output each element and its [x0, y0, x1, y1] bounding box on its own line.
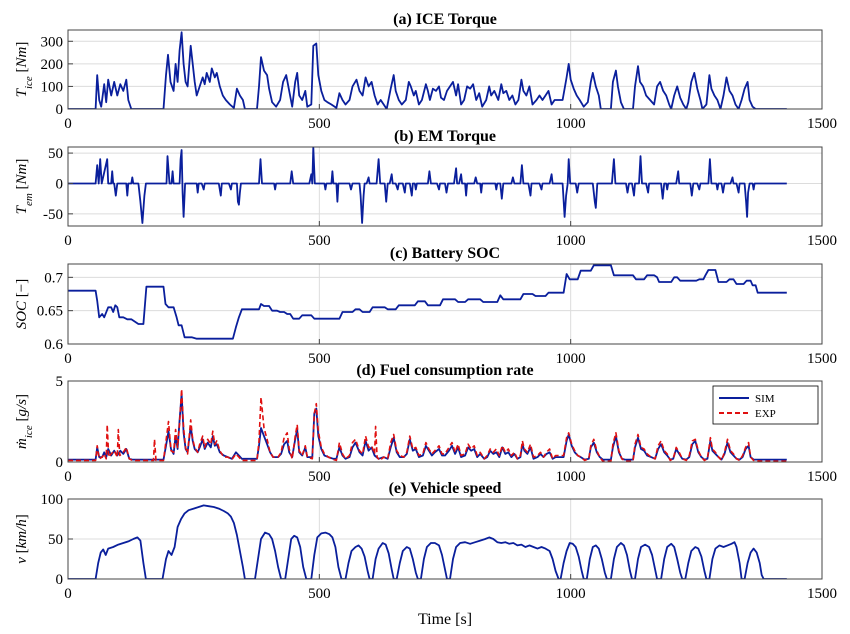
plot-frame — [67, 146, 823, 227]
x-tick-label: 1000 — [556, 351, 586, 367]
series-line-main — [68, 147, 787, 224]
panel-title: (e) Vehicle speed — [389, 480, 502, 497]
series-line-exp — [68, 388, 787, 462]
y-axis-label: ṁice [g/s] — [14, 394, 35, 449]
y-axis-label: Tice [Nm] — [14, 42, 35, 98]
x-tick-label: 500 — [308, 351, 331, 367]
y-axis-label: v [km/h] — [14, 514, 30, 564]
y-tick-label: 100 — [41, 79, 64, 95]
panel-title: (c) Battery SOC — [390, 245, 500, 262]
y-tick-label: 300 — [41, 34, 64, 50]
x-axis-label: Time [s] — [418, 611, 472, 628]
x-tick-label: 1500 — [807, 233, 837, 249]
x-tick-label: 0 — [64, 116, 72, 132]
x-tick-label: 1000 — [556, 586, 586, 602]
y-tick-label: 0.6 — [44, 337, 63, 353]
series-line-main — [68, 31, 787, 109]
y-tick-label: 5 — [56, 374, 64, 390]
panel-4: 0 500 1000 1500 0 5 (d) Fuel consumption rate ṁ… — [14, 362, 837, 485]
y-tick-label: -50 — [43, 207, 63, 223]
plot-frame — [67, 380, 823, 463]
y-tick-label: 0 — [56, 176, 64, 192]
y-tick-label: 0 — [56, 572, 64, 588]
y-tick-label: 0.65 — [37, 304, 63, 320]
x-tick-label: 0 — [64, 586, 72, 602]
y-tick-label: 50 — [48, 532, 63, 548]
legend-box — [712, 385, 819, 425]
y-tick-label: 200 — [41, 57, 64, 73]
legend-label-exp: EXP — [755, 408, 776, 420]
x-tick-label: 500 — [308, 469, 331, 485]
panel-title: (a) ICE Torque — [393, 11, 497, 28]
plot-frame — [67, 29, 823, 110]
plot-frame — [67, 263, 823, 345]
y-axis-label: Tem [Nm] — [14, 159, 35, 215]
panel-5: 0 500 1000 1500 0 50 100 (e) Vehicle speed v [km… — [14, 480, 837, 628]
x-tick-label: 500 — [308, 116, 331, 132]
panel-1: 0 500 1000 1500 0 100 200 300 (a) ICE Torque Tice… — [14, 11, 837, 132]
x-tick-label: 1500 — [807, 469, 837, 485]
y-tick-label: 0.7 — [44, 270, 63, 286]
panel-title: (d) Fuel consumption rate — [356, 362, 533, 379]
legend: SIM EXP — [712, 385, 819, 425]
x-tick-label: 500 — [308, 233, 331, 249]
y-tick-label: 0 — [56, 455, 64, 471]
panel-3: 0 500 1000 1500 0.6 0.65 0.7 (c) Battery SOC SOC… — [14, 245, 837, 367]
series-line-sim — [68, 393, 787, 461]
x-tick-label: 0 — [64, 233, 72, 249]
legend-label-sim: SIM — [755, 393, 775, 405]
x-tick-label: 0 — [64, 469, 72, 485]
y-tick-label: 100 — [41, 492, 64, 508]
x-tick-label: 0 — [64, 351, 72, 367]
x-tick-label: 1000 — [556, 233, 586, 249]
y-axis-label: SOC [−] — [14, 279, 30, 330]
x-tick-label: 1000 — [556, 116, 586, 132]
panel-title: (b) EM Torque — [394, 128, 496, 145]
x-tick-label: 500 — [308, 586, 331, 602]
y-tick-label: 0 — [56, 102, 64, 118]
x-tick-label: 1500 — [807, 351, 837, 367]
series-line-main — [68, 264, 787, 340]
y-tick-label: 50 — [48, 146, 63, 162]
x-tick-label: 1000 — [556, 469, 586, 485]
x-tick-label: 1500 — [807, 116, 837, 132]
series-line-main — [68, 504, 787, 579]
x-tick-label: 1500 — [807, 586, 837, 602]
